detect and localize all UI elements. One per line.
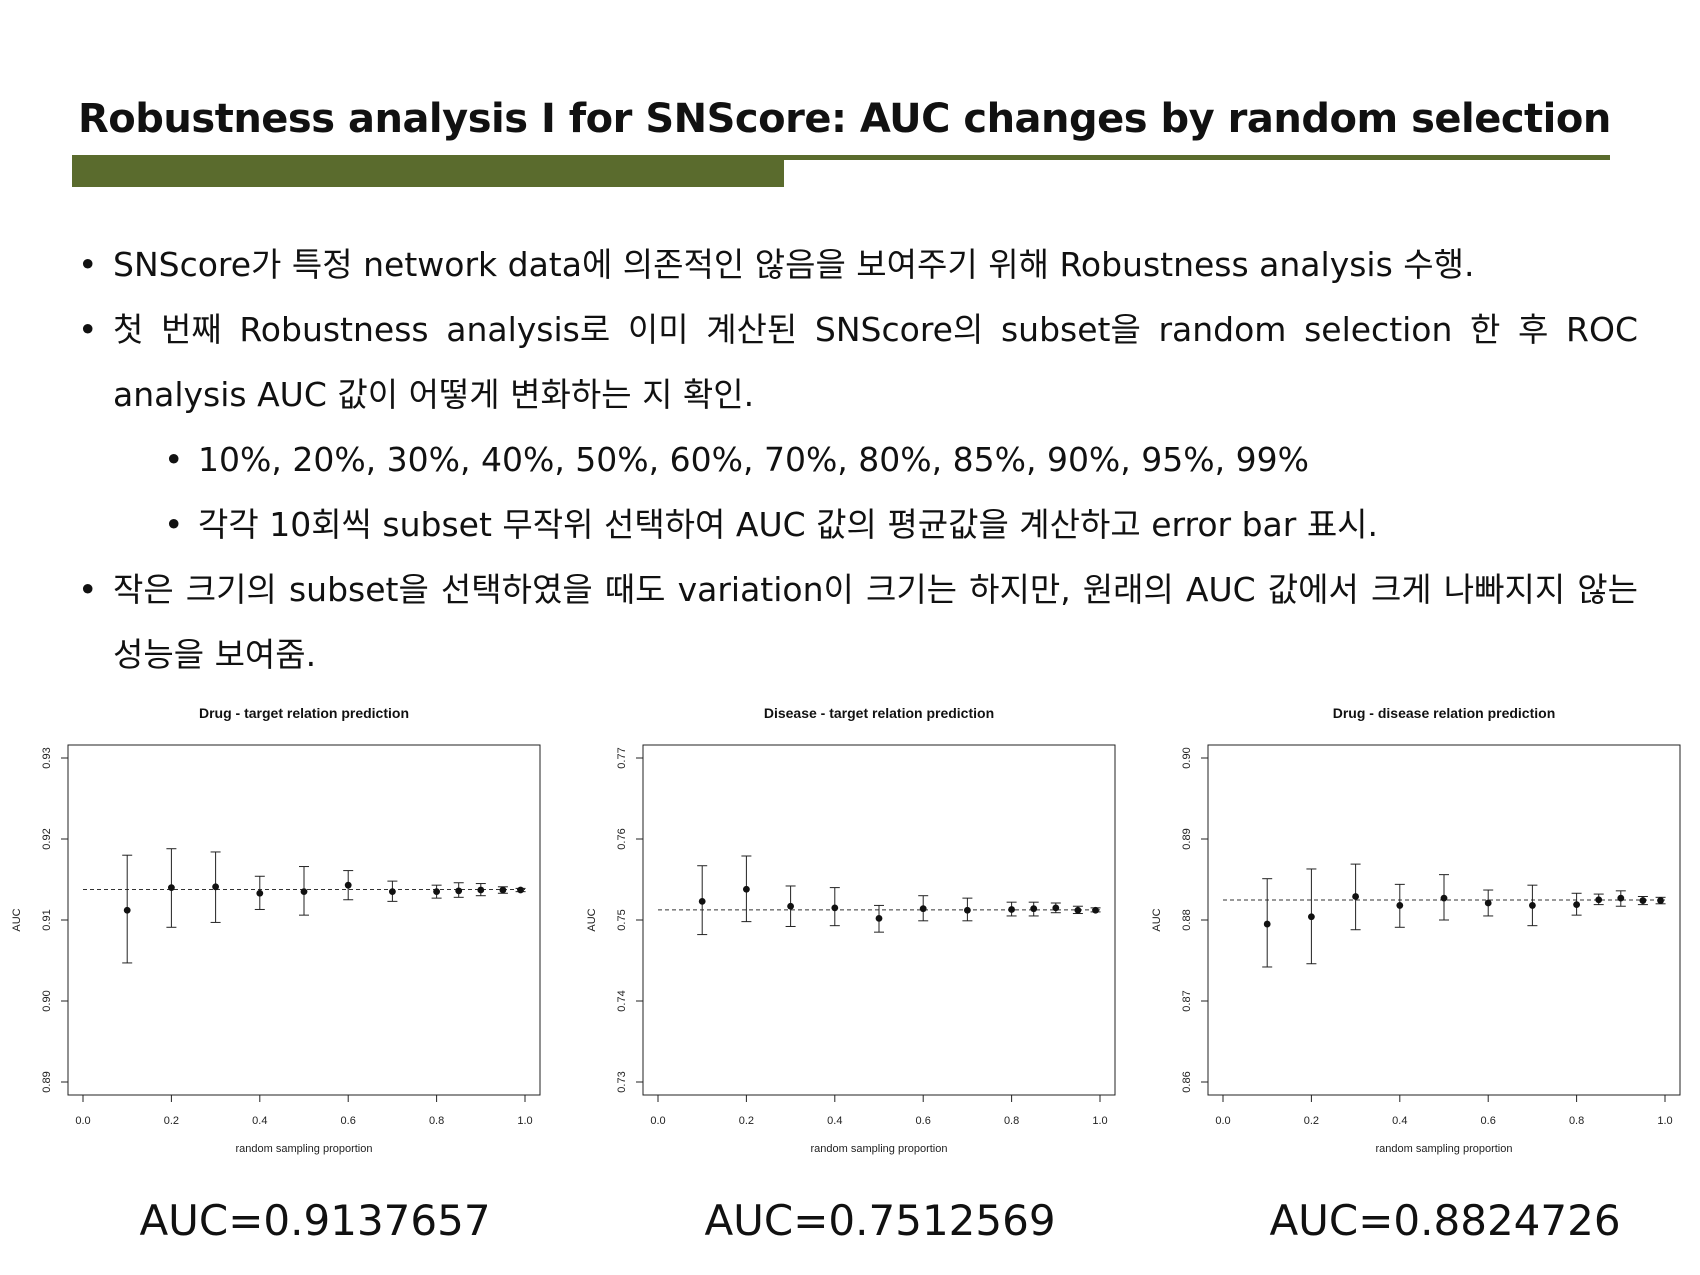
x-axis-label: random sampling proportion <box>236 1143 373 1155</box>
x-tick-label: 0.2 <box>164 1115 179 1127</box>
y-tick-label: 0.89 <box>1181 828 1193 849</box>
data-point <box>517 886 524 894</box>
x-tick-label: 0.4 <box>827 1115 842 1127</box>
data-point <box>123 906 131 914</box>
y-tick-label: 0.76 <box>616 828 628 849</box>
data-point <box>1595 896 1603 904</box>
data-point <box>1092 906 1099 914</box>
y-tick-label: 0.92 <box>41 828 53 849</box>
sub-bullet-item: 각각 10회씩 subset 무작위 선택하여 AUC 값의 평균값을 계산하고… <box>78 492 1638 557</box>
chart-svg: Disease - target relation prediction 0.0 0… <box>586 705 1116 1155</box>
y-tick-label: 0.93 <box>41 747 53 768</box>
x-tick-label: 0.8 <box>1569 1115 1584 1127</box>
auc-value-label: AUC=0.7512569 <box>704 1196 1056 1245</box>
data-point <box>1484 899 1492 907</box>
x-tick-label: 0.8 <box>429 1115 444 1127</box>
data-point <box>1308 913 1315 921</box>
sub-bullet-item: 10%, 20%, 30%, 40%, 50%, 60%, 70%, 80%, … <box>78 427 1638 492</box>
x-tick-label: 0.2 <box>1304 1115 1319 1127</box>
data-point <box>1639 897 1647 904</box>
data-point <box>1074 906 1082 914</box>
x-tick-label: 0.8 <box>1004 1115 1019 1127</box>
y-tick-label: 0.88 <box>1181 909 1193 930</box>
slide-title: Robustness analysis I for SNScore: AUC c… <box>78 96 1611 142</box>
data-point <box>1573 901 1580 909</box>
bullet-list: SNScore가 특정 network data에 의존적인 않음을 보여주기 … <box>78 232 1638 687</box>
data-point <box>1008 906 1015 913</box>
data-point <box>433 888 440 896</box>
data-point <box>743 885 750 893</box>
x-tick-label: 0.0 <box>650 1115 665 1127</box>
y-tick-label: 0.91 <box>41 909 53 930</box>
data-point <box>212 883 220 891</box>
y-tick-label: 0.89 <box>41 1071 53 1092</box>
bullet-item: SNScore가 특정 network data에 의존적인 않음을 보여주기 … <box>78 232 1638 297</box>
data-point <box>455 887 463 895</box>
chart-drug-disease: Drug - disease relation prediction 0.0 0.2… <box>1140 700 1700 1170</box>
x-tick-label: 0.6 <box>341 1115 356 1127</box>
chart-disease-target: Disease - target relation prediction 0.0 0… <box>575 700 1145 1170</box>
x-tick-label: 0.4 <box>1392 1115 1407 1127</box>
x-tick-label: 0.0 <box>75 1115 90 1127</box>
title-underline-bar <box>72 158 784 187</box>
data-point <box>477 886 485 894</box>
chart-svg: Drug - target relation prediction 0.0 0.2 0… <box>11 705 541 1155</box>
data-point <box>256 889 264 897</box>
chart-title: Disease - target relation prediction <box>764 705 994 721</box>
data-point <box>168 884 175 891</box>
y-axis-label: AUC <box>1151 908 1163 931</box>
y-tick-label: 0.74 <box>616 990 628 1011</box>
data-point <box>698 897 706 905</box>
data-point <box>1617 894 1625 902</box>
data-point <box>831 904 839 912</box>
data-point <box>1396 902 1404 909</box>
y-tick-label: 0.90 <box>1181 747 1193 768</box>
x-tick-label: 1.0 <box>517 1115 532 1127</box>
bullet-item: 작은 크기의 subset을 선택하였을 때도 variation이 크기는 하… <box>78 557 1638 687</box>
data-point <box>1657 897 1664 904</box>
x-tick-label: 0.0 <box>1215 1115 1230 1127</box>
data-point <box>1052 904 1060 912</box>
data-point <box>1030 905 1038 913</box>
y-tick-label: 0.86 <box>1181 1071 1193 1092</box>
plot-frame <box>67 744 541 1096</box>
data-point <box>919 905 927 913</box>
chart-svg: Drug - disease relation prediction 0.0 0.2… <box>1151 705 1681 1155</box>
y-tick-label: 0.73 <box>616 1071 628 1092</box>
data-point <box>344 881 352 889</box>
y-tick-label: 0.87 <box>1181 990 1193 1011</box>
x-tick-label: 0.4 <box>252 1115 267 1127</box>
chart-title: Drug - target relation prediction <box>199 705 409 721</box>
data-point <box>1263 920 1271 928</box>
data-point <box>389 888 396 896</box>
data-point <box>1440 894 1448 902</box>
chart-title: Drug - disease relation prediction <box>1333 705 1556 721</box>
chart-drug-target: Drug - target relation prediction 0.0 0.2 0… <box>0 700 570 1170</box>
y-tick-label: 0.90 <box>41 990 53 1011</box>
data-point <box>1529 902 1536 909</box>
title-underline-thin <box>72 155 1610 160</box>
data-point <box>964 906 971 914</box>
auc-value-label: AUC=0.8824726 <box>1269 1196 1621 1245</box>
auc-value-label: AUC=0.9137657 <box>139 1196 491 1245</box>
x-tick-label: 0.6 <box>1481 1115 1496 1127</box>
y-axis-label: AUC <box>586 908 598 931</box>
y-tick-label: 0.77 <box>616 747 628 768</box>
x-tick-label: 1.0 <box>1657 1115 1672 1127</box>
data-point <box>875 914 883 922</box>
y-tick-label: 0.75 <box>616 909 628 930</box>
data-point <box>787 902 794 910</box>
data-point <box>1352 893 1359 900</box>
x-tick-label: 0.2 <box>739 1115 754 1127</box>
data-point <box>300 888 308 896</box>
data-point <box>499 886 507 894</box>
x-axis-label: random sampling proportion <box>1376 1143 1513 1155</box>
x-axis-label: random sampling proportion <box>811 1143 948 1155</box>
x-tick-label: 0.6 <box>916 1115 931 1127</box>
bullet-item: 첫 번째 Robustness analysis로 이미 계산된 SNScore… <box>78 297 1638 427</box>
y-axis-label: AUC <box>11 908 23 931</box>
x-tick-label: 1.0 <box>1092 1115 1107 1127</box>
